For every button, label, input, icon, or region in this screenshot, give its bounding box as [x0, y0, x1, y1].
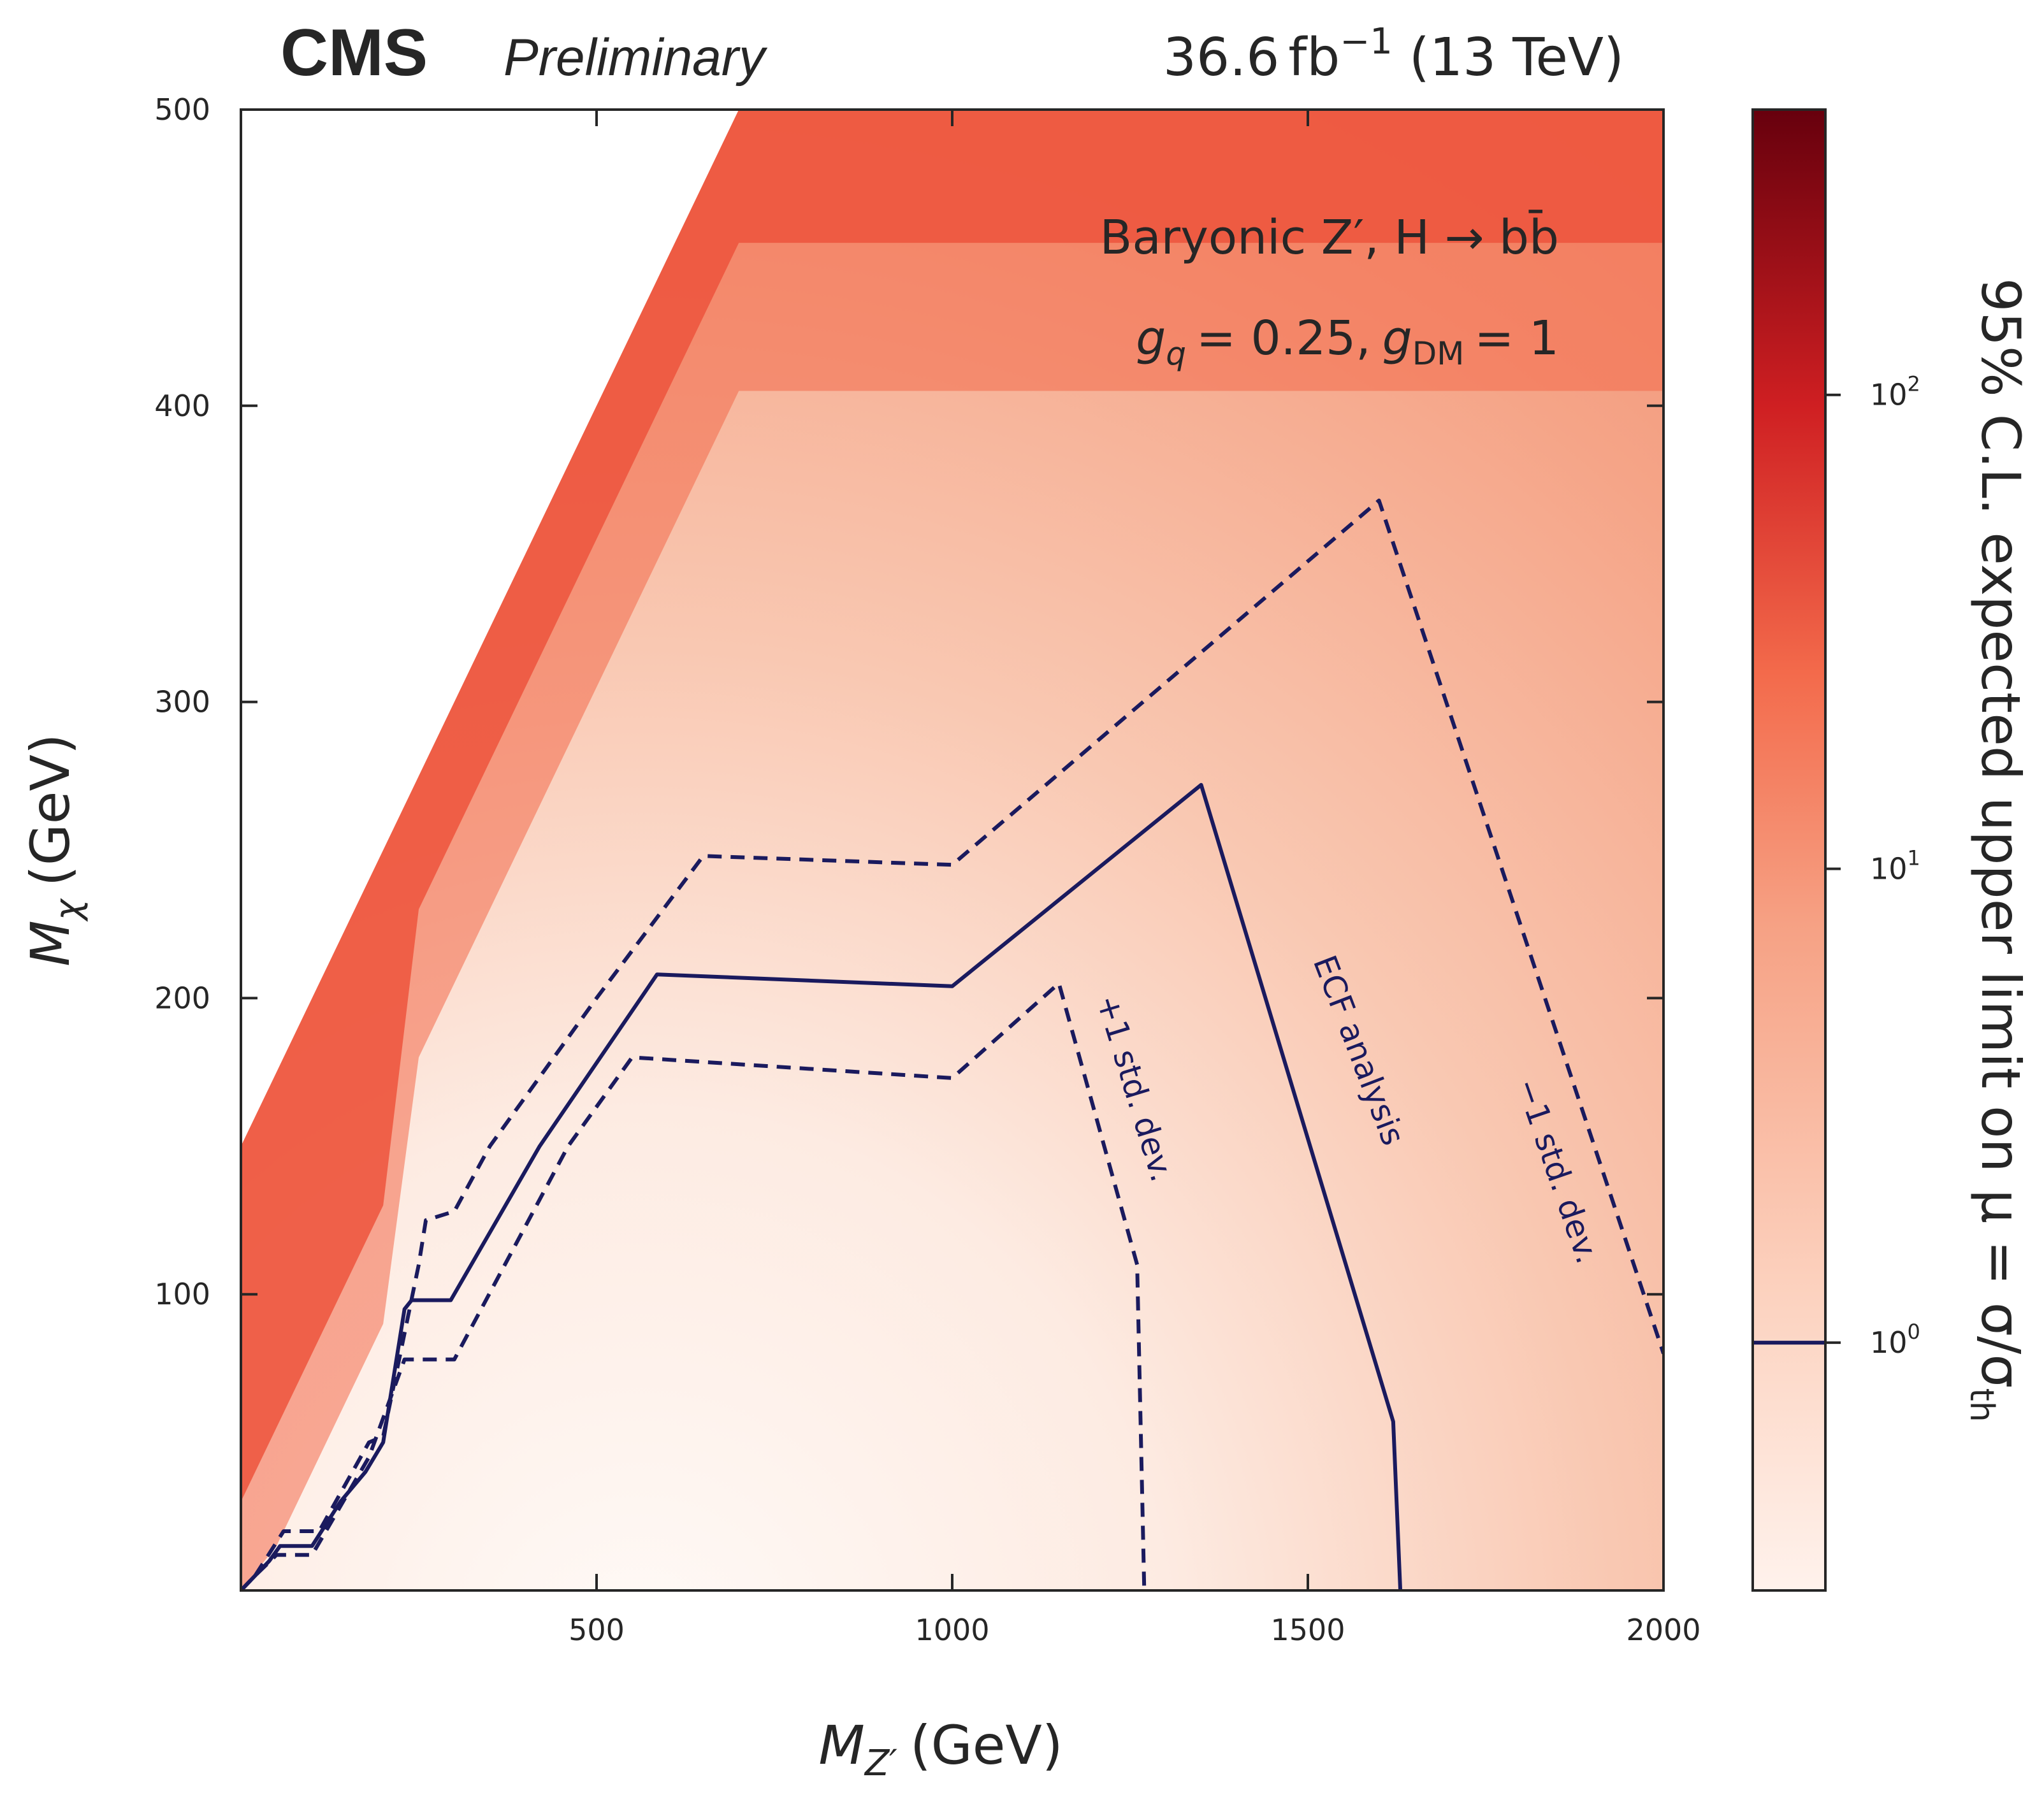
x-tick-label: 1000: [915, 1613, 989, 1647]
y-tick-label: 200: [154, 981, 210, 1015]
colorbar-gradient: [1753, 110, 1825, 1590]
luminosity-label: 36.6 fb−1 (13 TeV): [1163, 21, 1624, 88]
colorbar-tick-label: 101: [1870, 846, 1920, 886]
x-tick-label: 1500: [1270, 1613, 1345, 1647]
x-axis-ticks: 500 1000 1500 2000: [569, 110, 1701, 1647]
experiment-label: CMS: [280, 16, 428, 90]
x-tick-label: 500: [569, 1613, 625, 1647]
x-axis-title: MZ′ (GeV): [818, 1714, 1062, 1784]
heatmap-area: [241, 110, 1663, 1590]
y-tick-label: 400: [154, 389, 210, 423]
y-axis-ticks: 100 200 300 400 500: [154, 92, 1663, 1311]
y-tick-label: 500: [154, 92, 210, 127]
contour-minus1sigma: [253, 498, 1663, 1577]
colorbar-frame: [1751, 108, 1827, 1592]
coupling-label: gq = 0.25, gDM = 1: [1136, 311, 1559, 372]
colorbar: 100 101 102 95% C.L. expected upper limit …: [1751, 108, 2032, 1592]
x-tick-label: 2000: [1626, 1613, 1700, 1647]
model-label: Baryonic Z′, H → bb̄: [1100, 210, 1559, 265]
contour-expected: [241, 782, 1403, 1590]
y-axis-title: Mχ(GeV): [19, 733, 89, 966]
heatmap-mid-limit-band: [241, 110, 1663, 1590]
contour-lines: [241, 498, 1663, 1590]
colorbar-tick-label: 100: [1870, 1320, 1920, 1360]
contour-plus1sigma: [241, 981, 1147, 1590]
colorbar-ticks: 100 101 102: [1825, 372, 1920, 1360]
y-tick-label: 300: [154, 685, 210, 719]
status-label: Preliminary: [504, 29, 768, 87]
colorbar-title: 95% C.L. expected upper limit on μ = σ/σ…: [1962, 278, 2032, 1422]
y-tick-label: 100: [154, 1277, 210, 1311]
colorbar-tick-label: 102: [1870, 372, 1920, 412]
